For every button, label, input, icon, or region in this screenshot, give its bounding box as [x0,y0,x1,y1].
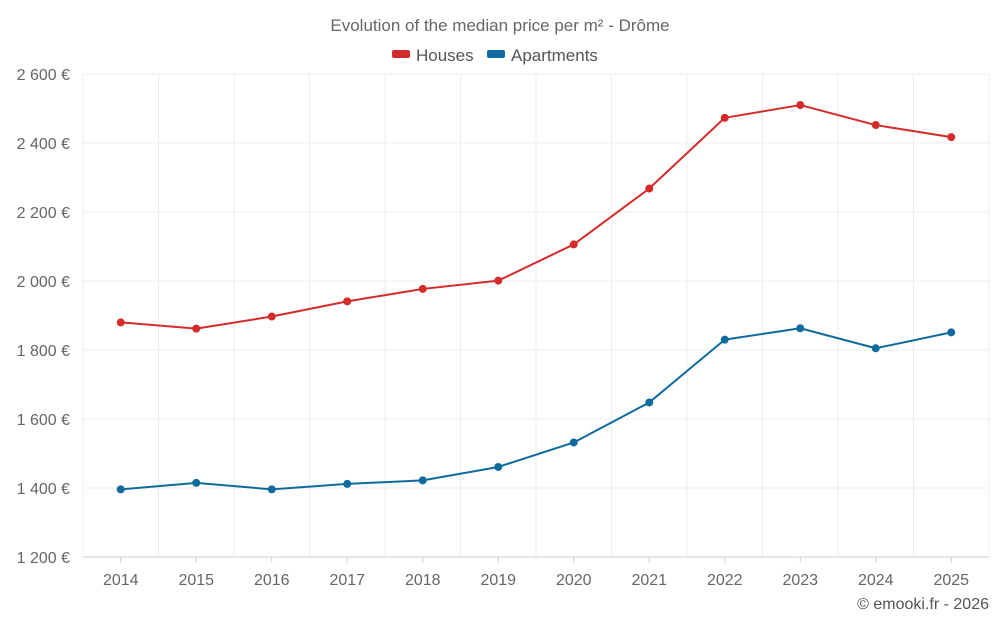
data-point-houses[interactable] [192,324,201,333]
chart-title: Evolution of the median price per m² - D… [330,16,669,35]
x-tick-label: 2020 [556,572,592,589]
x-tick-label: 2019 [480,572,516,589]
legend: Houses Apartments [392,46,598,65]
y-tick-label: 1 800 € [17,343,70,360]
data-point-houses[interactable] [116,318,125,327]
x-tick-label: 2021 [631,572,667,589]
data-point-houses[interactable] [418,284,427,293]
data-point-houses[interactable] [720,113,729,122]
data-point-houses[interactable] [569,240,578,249]
data-point-houses[interactable] [871,121,880,130]
data-point-apartments[interactable] [418,476,427,485]
series-line-apartments [120,327,952,491]
legend-item-apartments[interactable]: Apartments [487,46,598,65]
y-tick-label: 2 000 € [17,274,70,291]
x-tick-label: 2015 [178,572,214,589]
x-tick-label: 2025 [933,572,969,589]
data-point-houses[interactable] [645,184,654,193]
data-point-apartments[interactable] [267,485,276,494]
data-point-apartments[interactable] [871,344,880,353]
data-point-apartments[interactable] [720,335,729,344]
data-point-houses[interactable] [343,297,352,306]
series-layer [116,101,956,494]
x-tick-label: 2024 [858,572,894,589]
x-tick-label: 2023 [782,572,818,589]
legend-label-apartments: Apartments [511,46,598,65]
data-point-apartments[interactable] [192,478,201,487]
data-point-apartments[interactable] [569,438,578,447]
data-point-houses[interactable] [947,133,956,142]
credit-text: © emooki.fr - 2026 [857,596,989,613]
data-point-apartments[interactable] [796,324,805,333]
x-tick-label: 2018 [405,572,441,589]
grid-layer [82,73,990,558]
x-tick-label: 2016 [254,572,290,589]
data-point-apartments[interactable] [343,479,352,488]
x-tick-label: 2014 [103,572,139,589]
axis-layer: 1 200 € 1 400 € 1 600 € 1 800 € 2 000 € 2 200… [17,67,989,589]
legend-swatch-houses [392,50,410,58]
data-point-houses[interactable] [796,101,805,110]
x-tick-label: 2017 [329,572,365,589]
data-point-houses[interactable] [267,312,276,321]
y-tick-label: 1 400 € [17,481,70,498]
y-tick-label: 2 200 € [17,205,70,222]
data-point-apartments[interactable] [645,398,654,407]
data-point-apartments[interactable] [494,462,503,471]
y-tick-label: 2 600 € [17,67,70,84]
legend-swatch-apartments [487,50,505,58]
legend-item-houses[interactable]: Houses [392,46,474,65]
y-tick-label: 1 600 € [17,412,70,429]
data-point-apartments[interactable] [116,485,125,494]
series-line-houses [120,104,952,330]
x-tick-label: 2022 [707,572,743,589]
y-tick-label: 2 400 € [17,136,70,153]
data-point-apartments[interactable] [947,328,956,337]
y-tick-label: 1 200 € [17,550,70,567]
legend-label-houses: Houses [416,46,474,65]
data-point-houses[interactable] [494,276,503,285]
